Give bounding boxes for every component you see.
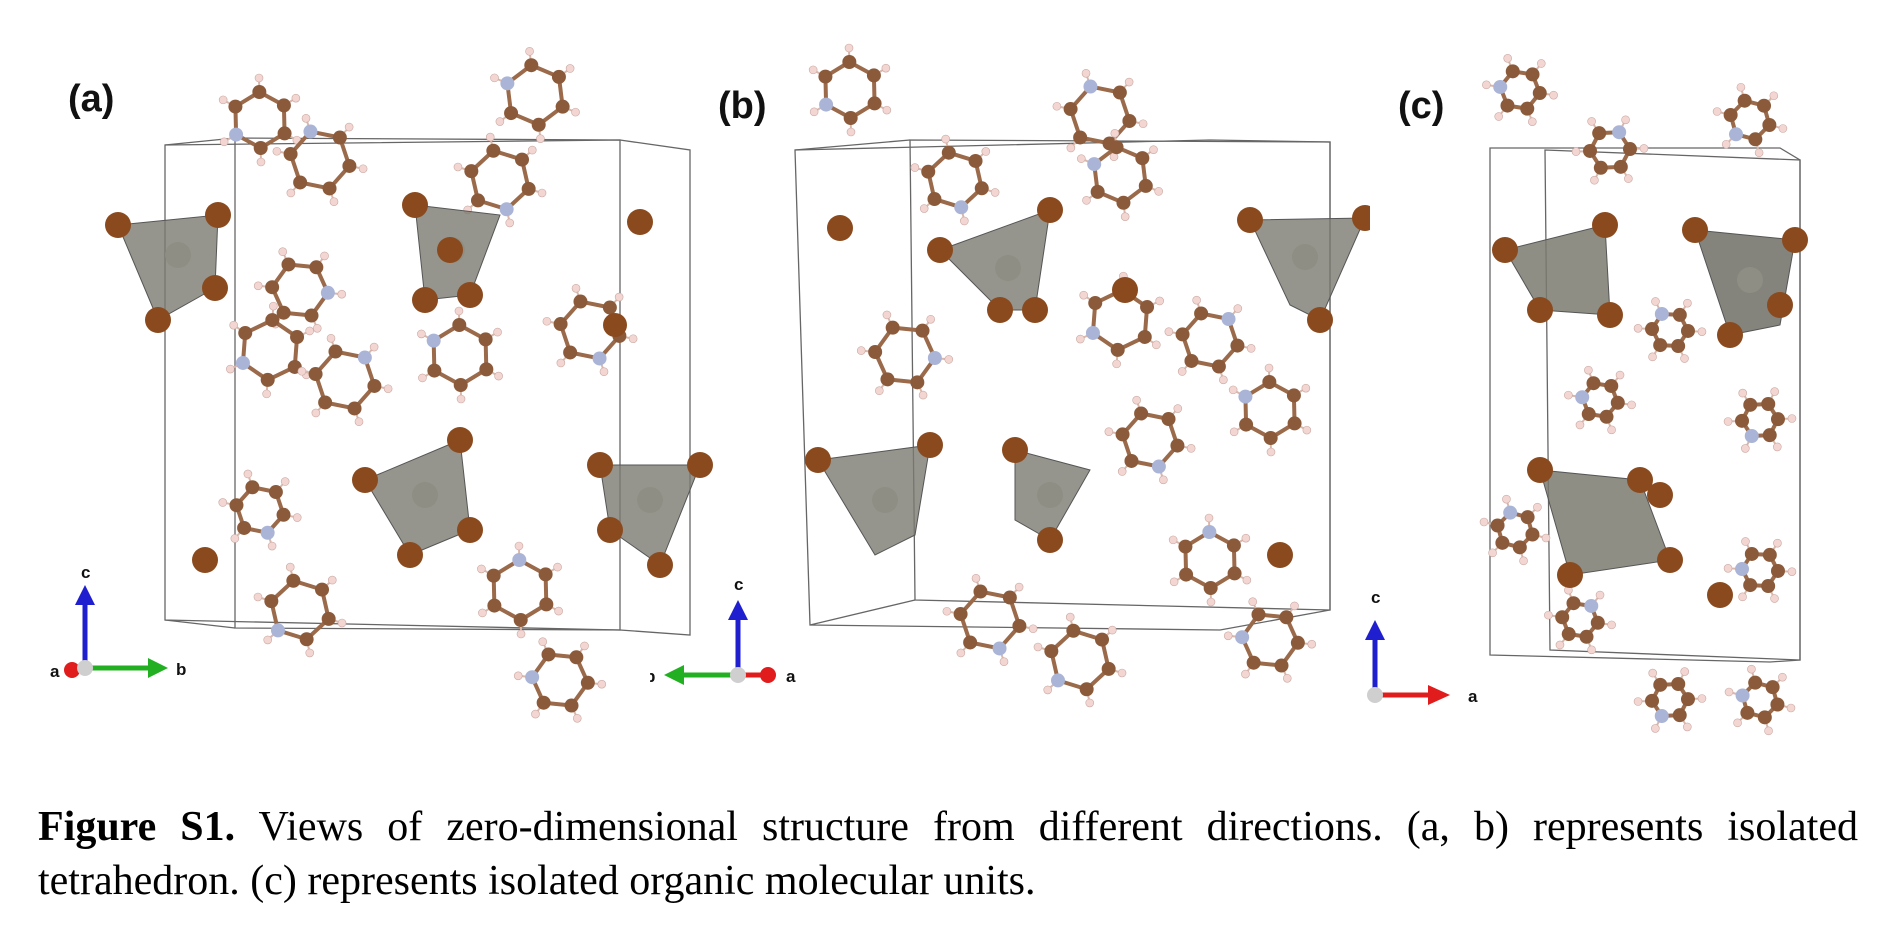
tetrahedron-b2 [1237,205,1370,333]
panel-a-structure: c b a [50,47,713,723]
panel-c-structure: c a [1365,54,1808,736]
unit-cell-b [794,139,1331,631]
tetrahedron-b4 [1002,437,1091,553]
molecules-c [1479,54,1797,736]
tetrahedron-a4 [587,452,713,578]
tetrahedron-a1 [105,202,231,333]
tetrahedron-c1 [1492,212,1623,328]
molecules-b [808,43,1317,708]
tetrahedron-a2 [402,192,501,313]
tetrahedron-c2 [1682,217,1808,348]
axis-b-a-label: a [786,667,796,686]
molecules-a [218,47,638,723]
axis-a-a-label: a [50,662,60,681]
panel-c-label: (c) [1398,85,1445,127]
axis-a-b-label: b [176,660,186,679]
panel-c: (c) [1340,0,1891,780]
tetrahedron-c3 [1527,457,1683,588]
tetrahedron-a3 [352,427,483,568]
axis-b-b-label: b [650,667,655,686]
figure-caption-text: Views of zero-dimensional structure from… [38,804,1858,904]
axis-indicator-b: c b a [650,575,796,686]
tetrahedron-b1 [927,197,1063,323]
panel-a: (a) [0,0,720,780]
panel-b: (b) [650,0,1370,780]
axis-c-a-label: a [1468,687,1478,706]
figure-caption: Figure S1. Views of zero-dimensional str… [38,800,1858,908]
axis-a-c-label: c [81,563,90,582]
axis-indicator-c: c a [1365,588,1478,706]
axis-b-c-label: c [734,575,743,594]
panel-b-label: (b) [718,85,767,127]
axis-c-c-label: c [1371,588,1380,607]
panel-b-structure: c b a [650,43,1370,708]
tetrahedron-b3 [805,432,943,556]
figure-caption-lead: Figure S1. [38,804,236,850]
axis-indicator-a: c b a [50,563,186,681]
panel-a-label: (a) [68,78,115,120]
